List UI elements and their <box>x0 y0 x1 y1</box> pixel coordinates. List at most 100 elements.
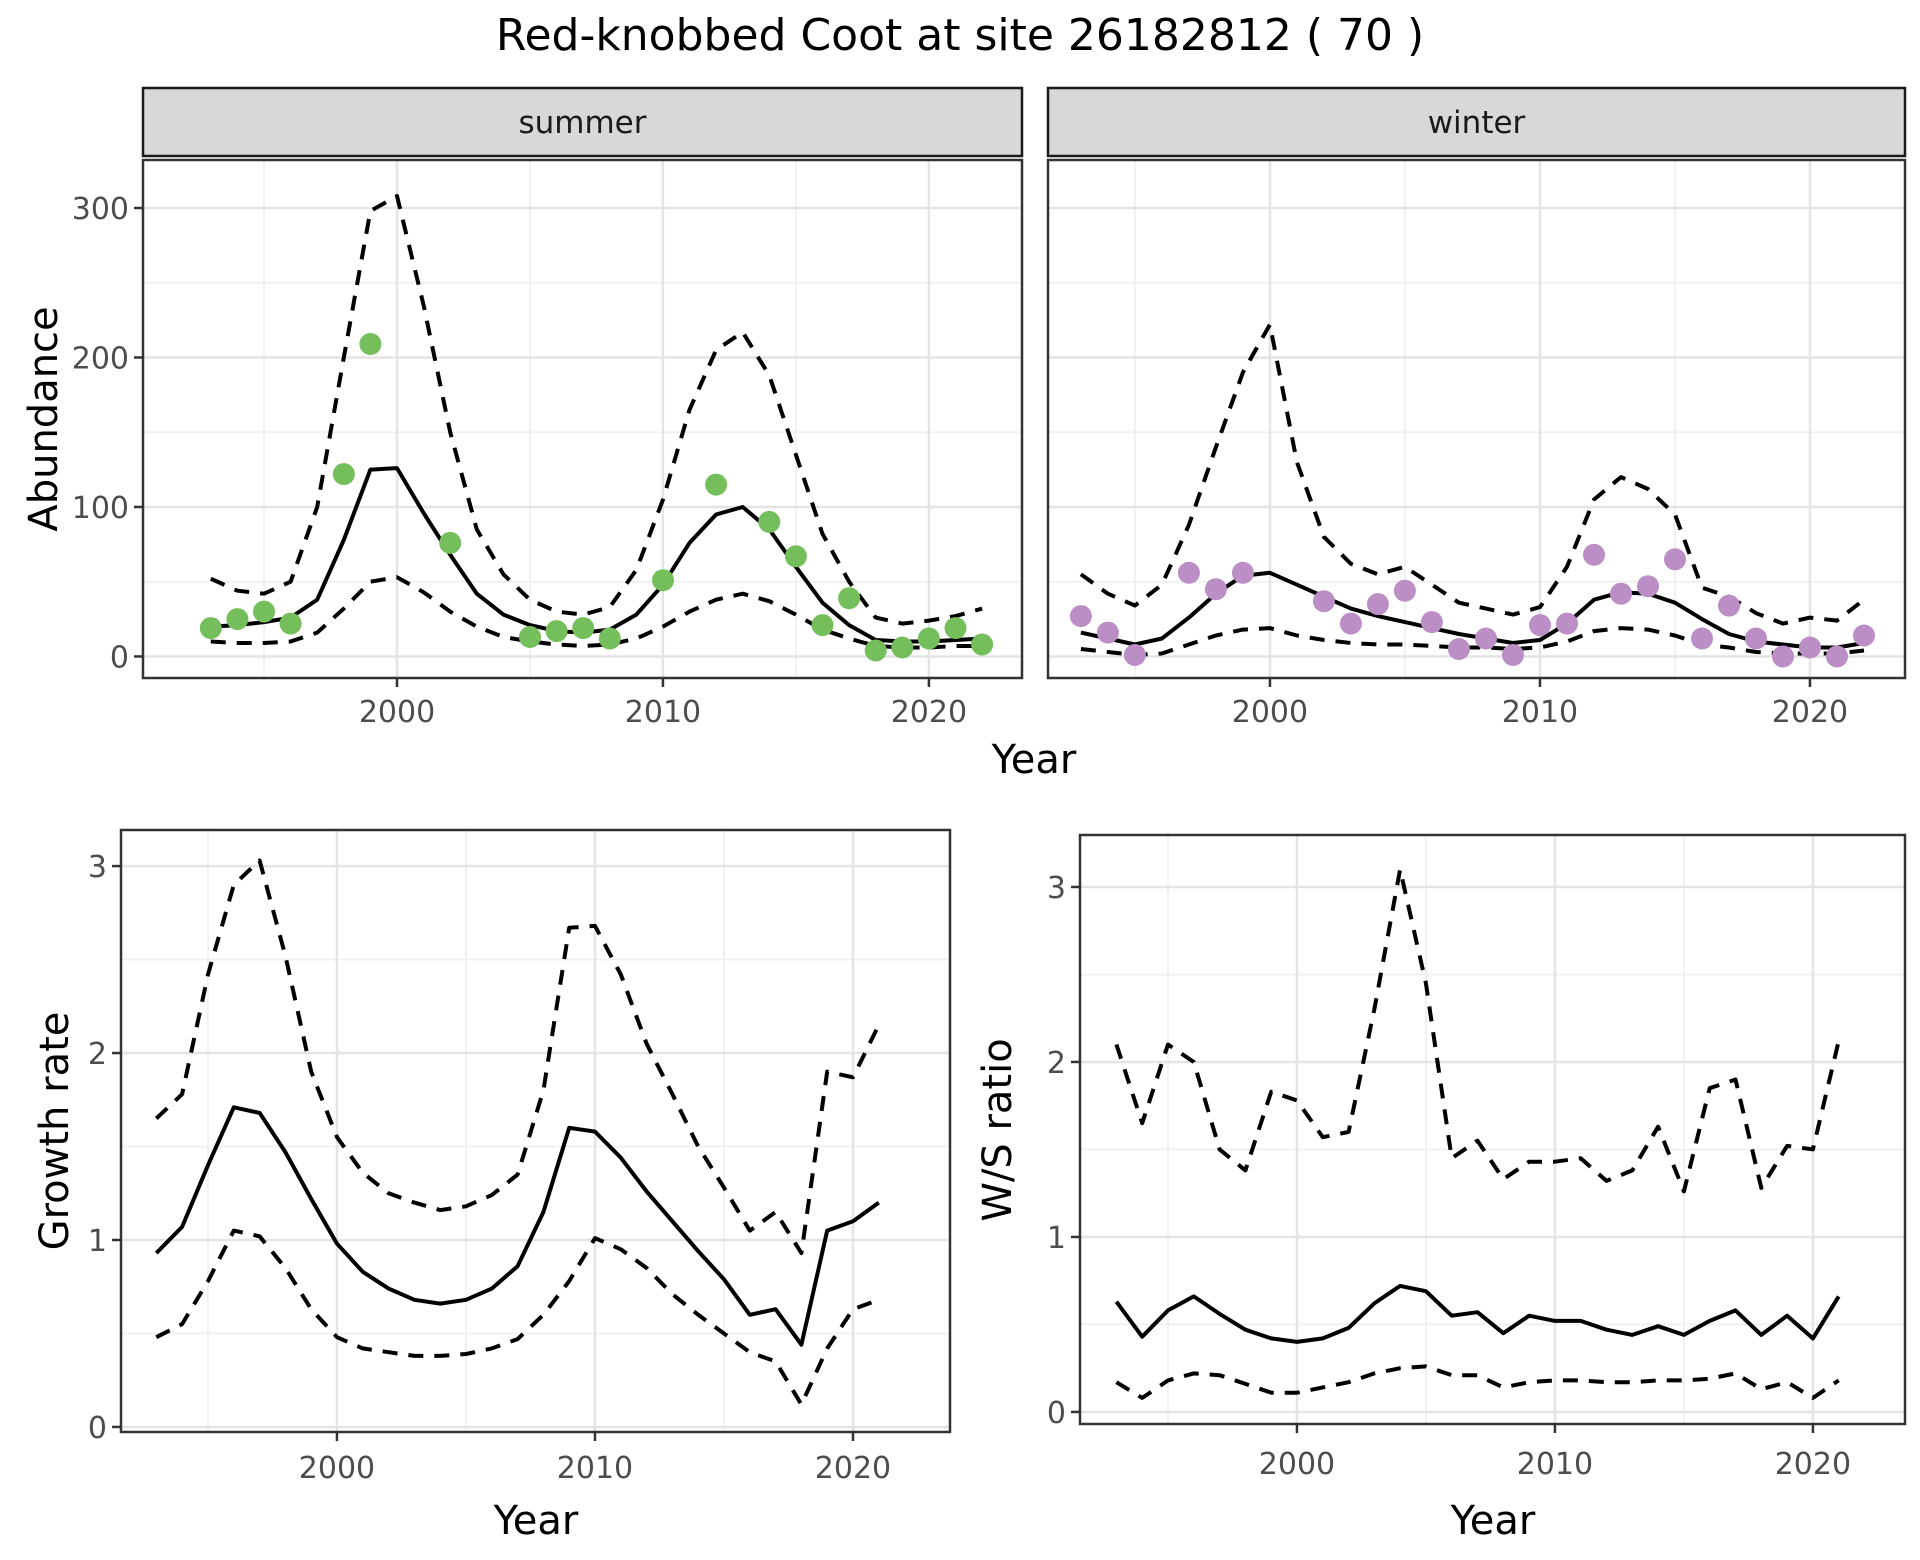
panel-abundance-summer: summer 2000 2010 2020 0 100 200 300 <box>72 86 1024 730</box>
observation-point <box>1366 593 1389 616</box>
observation-point <box>971 633 994 656</box>
panel-border <box>119 828 952 1434</box>
observation-point <box>705 473 728 496</box>
observation-point <box>864 639 887 662</box>
facet-strip-label: winter <box>1428 105 1526 141</box>
panel-border <box>1046 158 1907 680</box>
y-tick-label: 1 <box>1047 1221 1066 1256</box>
panel-border <box>1078 833 1907 1426</box>
x-tick-label: 2010 <box>1517 1447 1593 1482</box>
observation-point <box>1772 645 1794 668</box>
observation-point <box>1069 605 1092 628</box>
observation-point <box>332 463 355 486</box>
observation-point <box>1799 636 1821 659</box>
y-tick-label: 3 <box>88 850 107 885</box>
x-tick-label: 2000 <box>1232 695 1308 730</box>
observation-point <box>598 627 621 650</box>
observation-point <box>784 545 807 568</box>
observation-point <box>1583 543 1605 566</box>
x-tick-label: 2020 <box>1775 1447 1851 1482</box>
y-tick-label: 0 <box>1047 1396 1066 1431</box>
lower_ci-line <box>1115 1364 1840 1400</box>
observation-point <box>1637 575 1659 598</box>
observation-point <box>1718 594 1740 617</box>
observation-point <box>572 617 595 640</box>
observation-point <box>1475 627 1497 650</box>
observation-point <box>1556 612 1578 635</box>
lower_ci-line <box>210 575 983 650</box>
lower_ci-line <box>155 1228 880 1407</box>
y-tick-label: 0 <box>110 640 129 675</box>
y-tick-label: 100 <box>72 491 129 526</box>
upper_ci-line <box>1114 867 1841 1194</box>
observation-point <box>1826 645 1848 668</box>
x-tick-label: 2010 <box>625 695 701 730</box>
observation-point <box>1096 621 1119 644</box>
observation-point <box>1853 624 1875 647</box>
observation-point <box>917 627 940 650</box>
y-tick-label: 0 <box>88 1411 107 1446</box>
x-tick-label: 2010 <box>557 1451 633 1486</box>
x-tick-label: 2000 <box>299 1451 375 1486</box>
observation-point <box>838 587 861 610</box>
panel-abundance-winter: winter 2000 2010 2020 <box>1046 86 1907 730</box>
upper_ci-line <box>209 194 983 626</box>
observation-point <box>1664 548 1686 571</box>
ws-year-axis-title: Year <box>1450 1498 1536 1544</box>
x-tick-label: 2000 <box>1259 1447 1335 1482</box>
observation-point <box>199 617 222 640</box>
observation-point <box>652 569 674 592</box>
x-tick-label: 2020 <box>891 695 967 730</box>
median_fit-line <box>154 1105 880 1347</box>
y-tick-label: 2 <box>88 1037 107 1072</box>
observation-point <box>1529 614 1551 637</box>
panel-growth-rate: 2000 2010 2020 0 1 2 3 <box>88 828 952 1486</box>
observation-point <box>758 510 781 533</box>
lower_ci-line <box>1080 626 1865 657</box>
facet-strip-label: summer <box>518 105 646 141</box>
facet-strip <box>1046 86 1907 158</box>
y-tick-label: 1 <box>88 1224 107 1259</box>
observation-point <box>1745 627 1767 650</box>
observation-point <box>1610 582 1632 605</box>
panel-ws-ratio: 2000 2010 2020 0 1 2 3 <box>1047 833 1907 1482</box>
observation-point <box>944 617 967 640</box>
median_fit-line <box>1114 1283 1841 1344</box>
figure-title: Red-knobbed Coot at site 26182812 ( 70 ) <box>495 10 1425 61</box>
y-tick-label: 300 <box>72 192 129 227</box>
observation-point <box>519 626 541 648</box>
y-tick-label: 200 <box>72 341 129 376</box>
observation-point <box>1177 561 1200 584</box>
observation-point <box>1204 578 1227 601</box>
x-tick-label: 2010 <box>1502 695 1578 730</box>
facet-strip <box>141 86 1024 158</box>
top-year-axis-title: Year <box>991 737 1077 783</box>
observation-point <box>1393 579 1416 602</box>
observation-point <box>279 612 302 635</box>
upper_ci-line <box>1079 322 1866 626</box>
observation-point <box>1502 644 1524 666</box>
observation-point <box>1312 590 1335 613</box>
x-tick-label: 2020 <box>815 1451 891 1486</box>
y-tick-label: 3 <box>1047 871 1066 906</box>
observation-point <box>1231 561 1254 584</box>
observation-point <box>1123 644 1146 666</box>
observation-point <box>439 531 462 554</box>
median_fit-line <box>210 466 983 644</box>
growth-year-axis-title: Year <box>493 1498 579 1544</box>
observation-point <box>1447 638 1470 660</box>
observation-point <box>545 620 568 643</box>
observation-point <box>1691 627 1713 650</box>
x-tick-label: 2020 <box>1772 695 1848 730</box>
observation-point <box>891 636 914 659</box>
observation-point <box>1339 612 1362 635</box>
observation-point <box>359 333 382 355</box>
y-tick-label: 2 <box>1047 1046 1066 1081</box>
observation-point <box>226 608 249 631</box>
panel-border <box>141 158 1024 680</box>
observation-point <box>811 614 834 637</box>
observation-point <box>253 600 275 623</box>
upper_ci-line <box>154 858 881 1256</box>
